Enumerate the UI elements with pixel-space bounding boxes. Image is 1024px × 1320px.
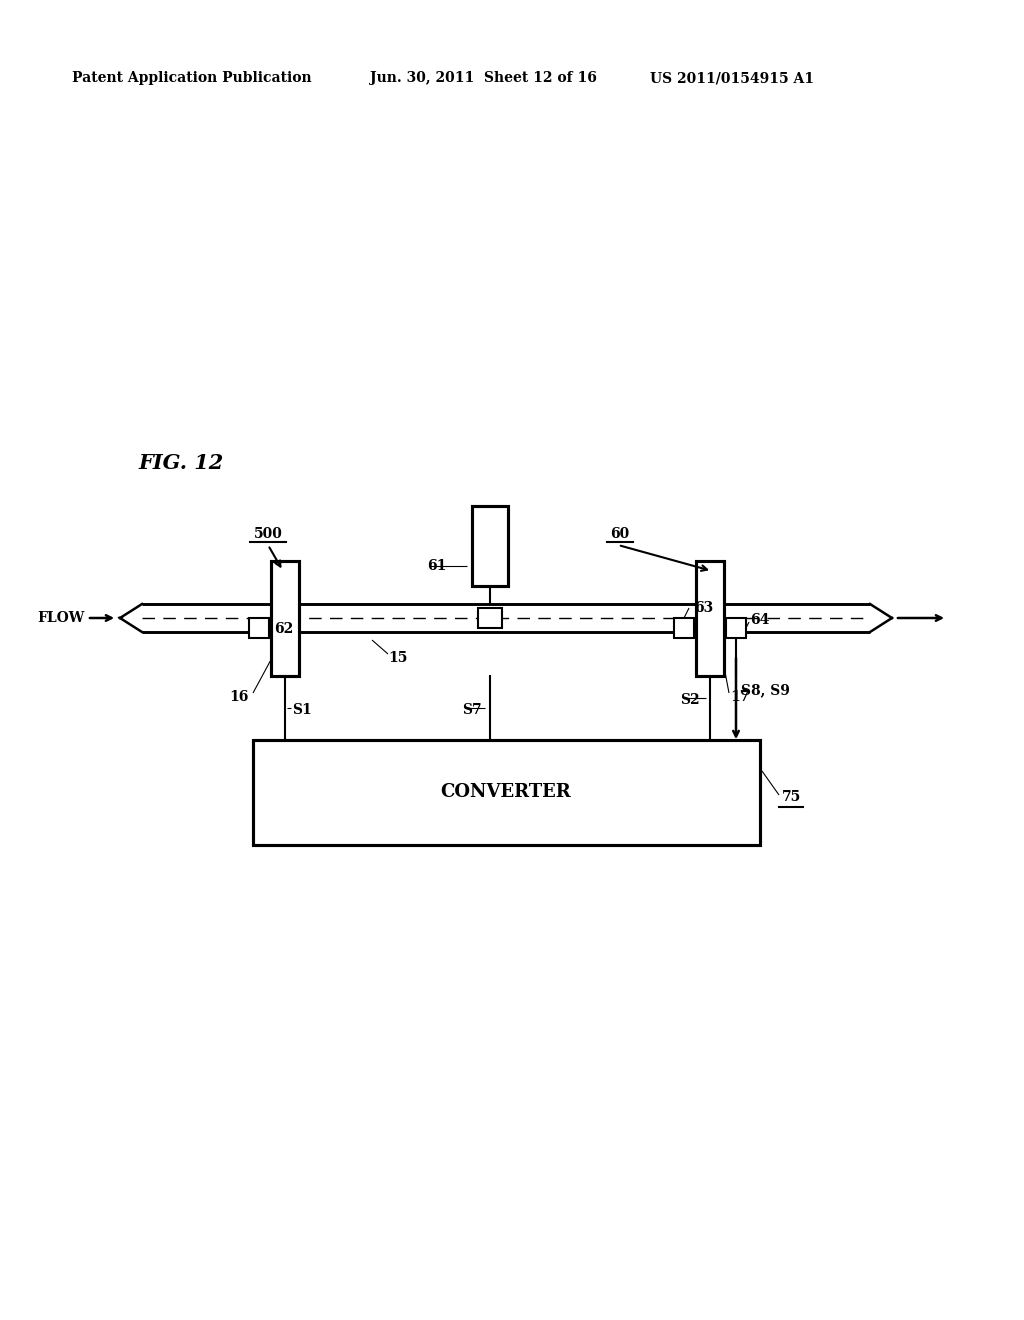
Text: Patent Application Publication: Patent Application Publication <box>72 71 311 84</box>
Bar <box>249 618 269 638</box>
Text: 60: 60 <box>610 527 630 541</box>
Text: S2: S2 <box>680 693 699 708</box>
Bar <box>472 506 508 586</box>
Bar <box>696 561 724 676</box>
Text: 75: 75 <box>782 789 801 804</box>
Text: 62: 62 <box>274 622 293 636</box>
Bar <box>478 609 502 628</box>
Text: 15: 15 <box>388 651 408 665</box>
Text: 16: 16 <box>229 690 249 704</box>
Text: 500: 500 <box>254 527 283 541</box>
Text: Jun. 30, 2011  Sheet 12 of 16: Jun. 30, 2011 Sheet 12 of 16 <box>370 71 597 84</box>
Text: US 2011/0154915 A1: US 2011/0154915 A1 <box>650 71 814 84</box>
Text: FIG. 12: FIG. 12 <box>138 453 223 473</box>
Bar <box>271 561 299 676</box>
Text: S7: S7 <box>462 704 481 717</box>
Text: 17: 17 <box>730 690 750 704</box>
Text: FLOW: FLOW <box>37 611 84 624</box>
Bar <box>253 741 760 845</box>
Text: S8, S9: S8, S9 <box>741 682 790 697</box>
Text: 63: 63 <box>694 601 714 615</box>
Text: 64: 64 <box>750 612 769 627</box>
Bar <box>726 618 746 638</box>
Text: S1: S1 <box>292 704 311 717</box>
Bar <box>674 618 694 638</box>
Text: CONVERTER: CONVERTER <box>440 783 571 801</box>
Text: 61: 61 <box>427 558 446 573</box>
